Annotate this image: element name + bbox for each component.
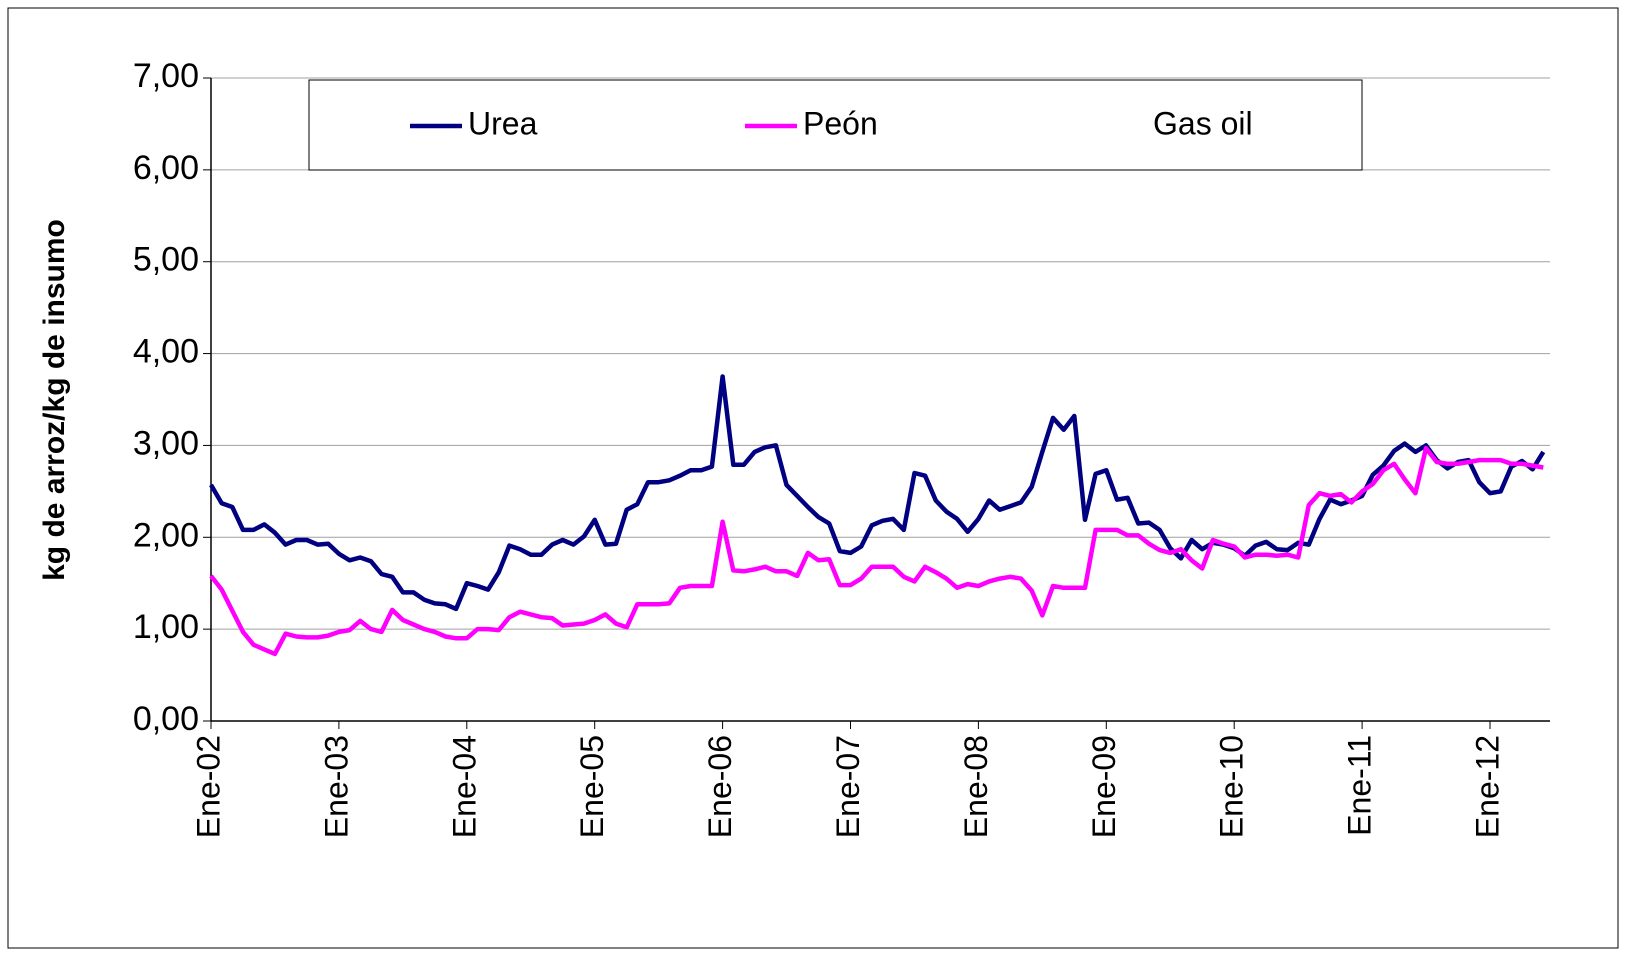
legend-label: Peón xyxy=(803,105,878,141)
x-tick-label: Ene-07 xyxy=(830,735,866,838)
x-tick-label: Ene-02 xyxy=(190,735,226,838)
y-tick-label: 1,00 xyxy=(133,608,199,646)
x-tick-label: Ene-04 xyxy=(446,735,482,838)
y-tick-label: 3,00 xyxy=(133,424,199,462)
y-axis-label: kg de arroz/kg de insumo xyxy=(38,219,71,581)
x-tick-label: Ene-03 xyxy=(318,735,354,838)
y-tick-label: 2,00 xyxy=(133,516,199,554)
x-tick-label: Ene-10 xyxy=(1214,735,1250,838)
y-tick-label: 4,00 xyxy=(133,333,199,371)
legend-label: Urea xyxy=(468,105,538,141)
y-tick-label: 5,00 xyxy=(133,241,199,279)
data-line xyxy=(209,445,1544,657)
x-tick-label: Ene-09 xyxy=(1086,735,1122,838)
x-tick-label: Ene-12 xyxy=(1469,735,1505,838)
x-tick-label: Ene-05 xyxy=(574,735,610,838)
y-tick-label: 7,00 xyxy=(133,57,199,95)
data-line xyxy=(209,374,1546,612)
y-tick-label: 0,00 xyxy=(133,700,199,738)
y-tick-label: 6,00 xyxy=(133,149,199,187)
x-tick-label: Ene-11 xyxy=(1342,735,1378,836)
legend-label: Gas oil xyxy=(1153,105,1253,141)
x-tick-label: Ene-06 xyxy=(702,735,738,838)
x-tick-label: Ene-08 xyxy=(958,735,994,838)
legend-box xyxy=(308,79,1363,171)
